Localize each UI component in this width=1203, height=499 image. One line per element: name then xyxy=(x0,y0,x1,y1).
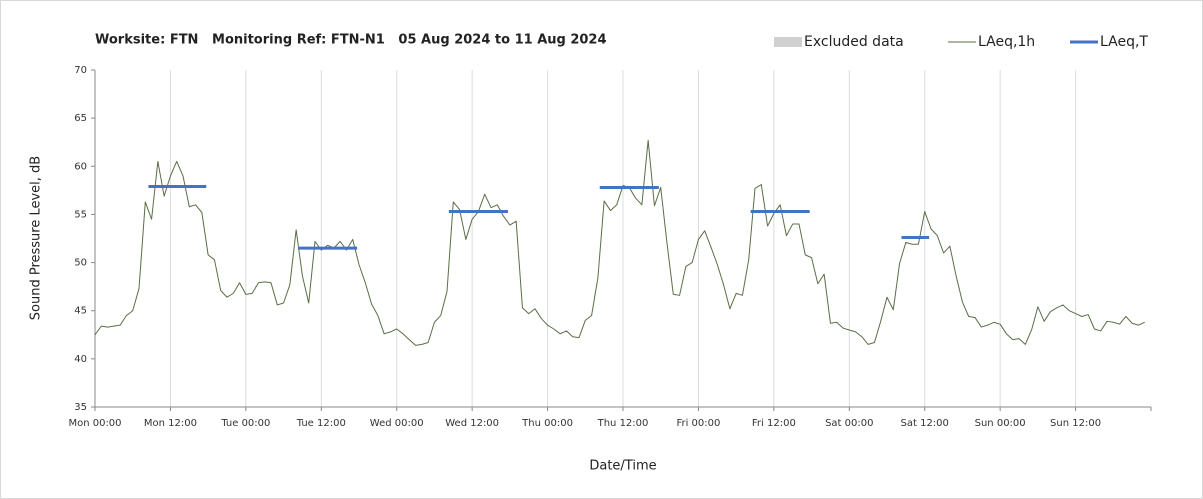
x-tick-label: Fri 12:00 xyxy=(752,418,796,429)
x-tick-label: Sun 00:00 xyxy=(975,418,1026,429)
y-axis-label: Sound Pressure Level, dB xyxy=(29,156,44,320)
series-line xyxy=(94,139,1145,346)
legend-label: LAeq,T xyxy=(1100,34,1148,50)
chart-title: Worksite: FTN Monitoring Ref: FTN-N1 05 … xyxy=(95,33,607,48)
x-tick-label: Sat 12:00 xyxy=(901,418,949,429)
y-tick-label: 50 xyxy=(74,258,87,269)
y-tick-label: 55 xyxy=(74,209,87,220)
x-axis-label: Date/Time xyxy=(589,459,656,474)
y-tick-label: 70 xyxy=(74,65,87,76)
x-tick-label: Fri 00:00 xyxy=(676,418,720,429)
legend-label: Excluded data xyxy=(804,34,904,50)
x-tick-label: Mon 12:00 xyxy=(144,418,197,429)
x-tick-label: Sun 12:00 xyxy=(1050,418,1101,429)
y-tick-label: 40 xyxy=(74,354,87,365)
y-tick-label: 45 xyxy=(74,306,87,317)
x-tick-label: Tue 00:00 xyxy=(220,418,270,429)
x-tick-label: Mon 00:00 xyxy=(68,418,121,429)
y-tick-label: 60 xyxy=(74,161,87,172)
x-tick-label: Wed 00:00 xyxy=(370,418,424,429)
y-tick-label: 65 xyxy=(74,113,87,124)
y-tick-label: 35 xyxy=(74,402,87,413)
x-tick-label: Tue 12:00 xyxy=(296,418,346,429)
x-tick-label: Wed 12:00 xyxy=(445,418,499,429)
x-tick-label: Thu 00:00 xyxy=(521,418,573,429)
legend-label: LAeq,1h xyxy=(978,34,1035,50)
x-tick-label: Thu 12:00 xyxy=(597,418,649,429)
legend-swatch xyxy=(774,37,802,47)
x-tick-label: Sat 00:00 xyxy=(825,418,873,429)
